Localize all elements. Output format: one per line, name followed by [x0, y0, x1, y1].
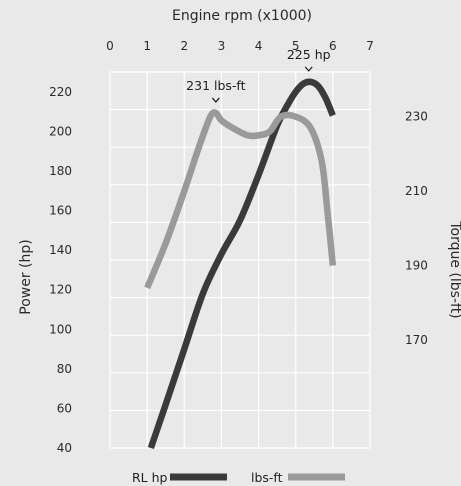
- x-tick-label: 1: [143, 39, 151, 53]
- x-tick-label: 5: [292, 39, 300, 53]
- left-y-tick-label: 220: [49, 85, 72, 99]
- series-line-lbs-ft: [144, 109, 337, 290]
- x-tick-label: 3: [218, 39, 226, 53]
- series-lines: [144, 78, 337, 450]
- x-axis-title: Engine rpm (x1000): [172, 8, 312, 24]
- right-y-tick-label: 170: [405, 333, 428, 347]
- x-tick-label: 6: [329, 39, 337, 53]
- x-tick-label: 7: [366, 39, 374, 53]
- right-y-tick-label: 190: [405, 259, 428, 273]
- left-y-tick-labels: 40 60 80 100 120 140 160 180 200 220: [49, 85, 72, 455]
- annotation-peak-hp-marker: [304, 66, 313, 72]
- left-y-tick-label: 120: [49, 283, 72, 297]
- x-tick-label: 2: [180, 39, 188, 53]
- left-y-axis-title: Power (hp): [18, 239, 34, 314]
- left-y-tick-label: 60: [57, 401, 72, 415]
- legend: RL hp lbs-ft: [132, 470, 345, 485]
- annotation-peak-torque-marker: [211, 97, 220, 103]
- right-y-tick-label: 210: [405, 184, 428, 198]
- annotations: 225 hp 231 lbs-ft: [186, 47, 331, 103]
- legend-label-lbs-ft: lbs-ft: [251, 470, 283, 485]
- x-tick-label: 4: [255, 39, 263, 53]
- x-tick-label: 0: [106, 39, 114, 53]
- right-y-tick-labels: 170 190 210 230: [405, 110, 428, 347]
- right-y-axis-title: Torque (lbs-ft): [447, 220, 461, 318]
- x-tick-labels: 0 1 2 3 4 5 6 7: [106, 39, 374, 53]
- left-y-tick-label: 140: [49, 243, 72, 257]
- left-y-tick-label: 100: [49, 322, 72, 336]
- right-y-tick-label: 230: [405, 110, 428, 124]
- left-y-tick-label: 40: [57, 441, 72, 455]
- series-line-rl-hp: [147, 78, 336, 450]
- legend-label-rl-hp: RL hp: [132, 470, 168, 485]
- left-y-tick-label: 200: [49, 124, 72, 138]
- left-y-tick-label: 80: [57, 362, 72, 376]
- left-y-tick-label: 160: [49, 204, 72, 218]
- annotation-peak-hp: 225 hp: [287, 47, 331, 62]
- left-y-tick-label: 180: [49, 164, 72, 178]
- annotation-peak-torque: 231 lbs-ft: [186, 78, 245, 93]
